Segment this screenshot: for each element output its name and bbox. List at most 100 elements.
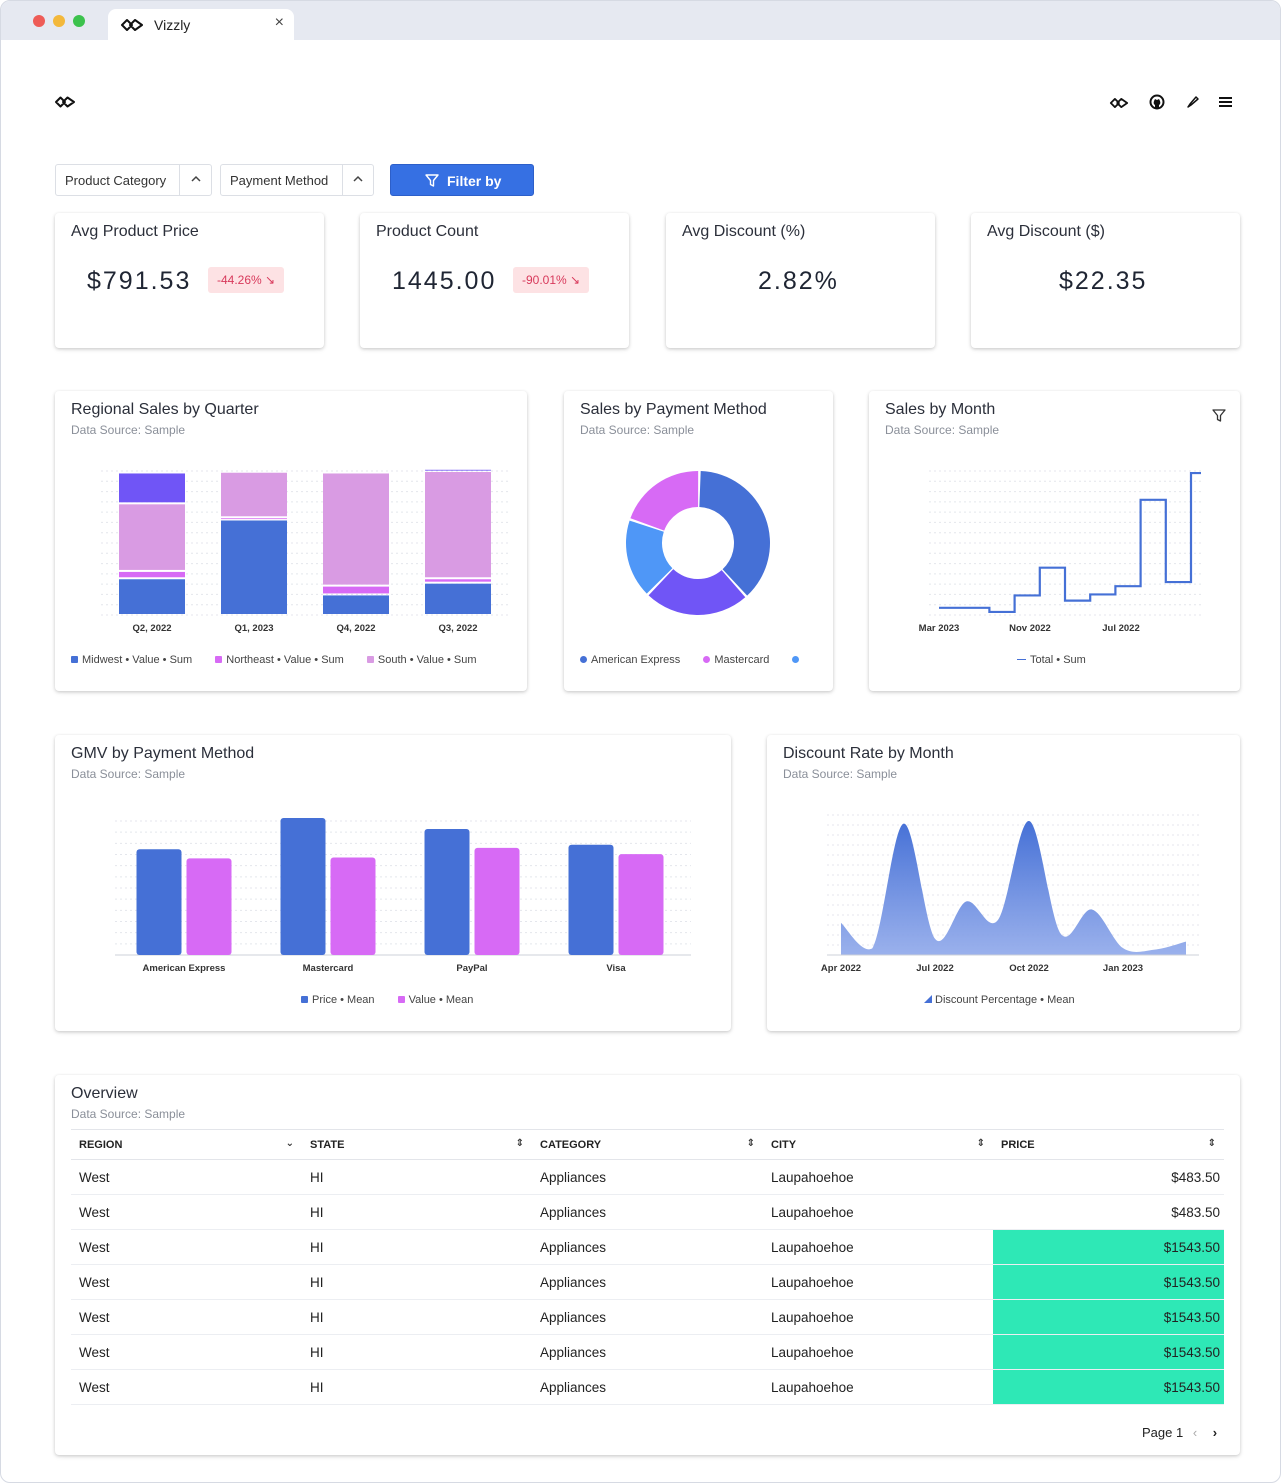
table-cell: HI bbox=[302, 1159, 532, 1195]
legend-item[interactable] bbox=[792, 654, 803, 666]
x-tick-label: Oct 2022 bbox=[1009, 963, 1049, 974]
table-cell: West bbox=[71, 1369, 302, 1405]
menu-icon[interactable] bbox=[1218, 96, 1233, 108]
product-category-label: Product Category bbox=[65, 173, 167, 188]
legend-item[interactable]: Value • Mean bbox=[397, 994, 473, 1006]
x-tick-label: Mar 2023 bbox=[919, 623, 960, 634]
donut-slice bbox=[626, 520, 673, 594]
table-cell: Laupahoehoe bbox=[763, 1229, 993, 1265]
close-tab-icon[interactable]: × bbox=[274, 14, 284, 31]
table-row[interactable]: West HI Appliances Laupahoehoe $483.50 bbox=[71, 1194, 1224, 1230]
table-row[interactable]: West HI Appliances Laupahoehoe $483.50 bbox=[71, 1159, 1224, 1195]
sort-icon[interactable]: ⇕ bbox=[746, 1138, 755, 1149]
close-window-dot[interactable] bbox=[33, 15, 45, 27]
sort-icon[interactable]: ⇕ bbox=[1207, 1138, 1216, 1149]
table-cell: West bbox=[71, 1194, 302, 1230]
legend-item[interactable]: Northeast • Value • Sum bbox=[215, 654, 344, 666]
bar bbox=[474, 847, 520, 955]
payment-method-select[interactable]: Payment Method bbox=[220, 164, 374, 196]
chevron-left-icon[interactable]: ‹ bbox=[1192, 1425, 1198, 1440]
chart-title: Discount Rate by Month bbox=[783, 745, 954, 762]
kpi-value: 2.82% bbox=[758, 267, 839, 295]
vizzly-logo-icon[interactable] bbox=[54, 94, 76, 110]
legend-item[interactable]: Mastercard bbox=[703, 654, 769, 666]
column-label: CITY bbox=[771, 1138, 797, 1151]
legend-item[interactable]: South • Value • Sum bbox=[366, 654, 477, 666]
chart-legend: Midwest • Value • Sum Northeast • Value … bbox=[71, 654, 477, 666]
overview-table: REGION ⌄ STATE ⇕ CATEGORY ⇕ CITY ⇕ PRICE ⇕ We… bbox=[71, 1129, 1224, 1405]
discount-rate-card: Discount Rate by Month Data Source: Samp… bbox=[767, 735, 1240, 1031]
chevron-down-icon[interactable]: ⌄ bbox=[285, 1138, 294, 1149]
table-cell: Appliances bbox=[532, 1264, 763, 1300]
bar-segment bbox=[323, 586, 389, 594]
minimize-window-dot[interactable] bbox=[53, 15, 65, 27]
legend-item[interactable]: Price • Mean bbox=[301, 994, 375, 1006]
maximize-window-dot[interactable] bbox=[73, 15, 85, 27]
x-tick-label: Nov 2022 bbox=[1009, 623, 1051, 634]
table-row[interactable]: West HI Appliances Laupahoehoe $1543.50 bbox=[71, 1369, 1224, 1405]
column-header-price[interactable]: PRICE ⇕ bbox=[993, 1129, 1224, 1160]
kpi-value: 1445.00 bbox=[392, 267, 497, 295]
chart-legend: American Express Mastercard bbox=[580, 654, 818, 666]
column-header-region[interactable]: REGION ⌄ bbox=[71, 1129, 302, 1160]
column-header-category[interactable]: CATEGORY ⇕ bbox=[532, 1129, 763, 1160]
filter-icon[interactable] bbox=[1212, 409, 1226, 422]
legend-item[interactable]: American Express bbox=[580, 654, 680, 666]
bar-segment bbox=[221, 520, 287, 614]
table-cell: HI bbox=[302, 1334, 532, 1370]
github-icon[interactable] bbox=[1149, 94, 1165, 110]
bar-segment bbox=[221, 518, 287, 520]
table-row[interactable]: West HI Appliances Laupahoehoe $1543.50 bbox=[71, 1264, 1224, 1300]
chevron-up-icon[interactable] bbox=[191, 175, 201, 183]
table-header-row: REGION ⌄ STATE ⇕ CATEGORY ⇕ CITY ⇕ PRICE ⇕ bbox=[71, 1129, 1224, 1160]
x-tick-label: Jul 2022 bbox=[1102, 623, 1140, 634]
table-cell: $1543.50 bbox=[993, 1334, 1224, 1370]
donut-slice bbox=[630, 471, 699, 531]
x-tick-label: American Express bbox=[143, 963, 226, 974]
table-row[interactable]: West HI Appliances Laupahoehoe $1543.50 bbox=[71, 1229, 1224, 1265]
gmv-chart: American Express Mastercard PayPal Visa bbox=[115, 818, 691, 974]
bar-segment bbox=[425, 469, 491, 471]
legend-item[interactable]: Discount Percentage • Mean bbox=[924, 994, 1075, 1006]
chart-subtitle: Data Source: Sample bbox=[71, 767, 186, 781]
payment-method-card: Sales by Payment Method Data Source: Sam… bbox=[564, 391, 833, 691]
legend-label: American Express bbox=[591, 654, 681, 666]
bar bbox=[186, 858, 232, 955]
table-cell: Appliances bbox=[532, 1194, 763, 1230]
chart-legend: Total • Sum bbox=[1017, 654, 1086, 666]
kpi-card-avg-discount-pct: Avg Discount (%) 2.82% bbox=[666, 213, 935, 348]
chevron-right-icon[interactable]: › bbox=[1212, 1425, 1218, 1440]
table-cell: West bbox=[71, 1229, 302, 1265]
sort-icon[interactable]: ⇕ bbox=[515, 1138, 524, 1149]
kpi-delta-value: -44.26% bbox=[217, 273, 262, 287]
chart-subtitle: Data Source: Sample bbox=[885, 423, 1000, 437]
kpi-title: Avg Discount (%) bbox=[682, 223, 806, 240]
regional-sales-chart: Q2, 2022 Q1, 2023 Q4, 2022 Q3, 2022 bbox=[101, 469, 509, 634]
vizzly-tab-icon bbox=[121, 19, 143, 31]
table-cell: Laupahoehoe bbox=[763, 1159, 993, 1195]
x-tick-label: Q1, 2023 bbox=[234, 623, 273, 634]
table-cell: Laupahoehoe bbox=[763, 1264, 993, 1300]
sort-icon[interactable]: ⇕ bbox=[976, 1138, 985, 1149]
table-cell: HI bbox=[302, 1194, 532, 1230]
column-header-city[interactable]: CITY ⇕ bbox=[763, 1129, 993, 1160]
table-row[interactable]: West HI Appliances Laupahoehoe $1543.50 bbox=[71, 1299, 1224, 1335]
legend-label: Midwest • Value • Sum bbox=[82, 654, 193, 666]
product-category-select[interactable]: Product Category bbox=[55, 164, 212, 196]
legend-item[interactable]: Total • Sum bbox=[1017, 654, 1086, 666]
table-cell: West bbox=[71, 1159, 302, 1195]
discount-rate-chart: Apr 2022 Jul 2022 Oct 2022 Jan 2023 bbox=[821, 814, 1199, 974]
table-row[interactable]: West HI Appliances Laupahoehoe $1543.50 bbox=[71, 1334, 1224, 1370]
brush-icon[interactable] bbox=[1185, 94, 1201, 110]
x-tick-label: Mastercard bbox=[303, 963, 354, 974]
legend-label: Northeast • Value • Sum bbox=[226, 654, 344, 666]
vizzly-nav-icon[interactable] bbox=[1109, 95, 1129, 111]
chevron-up-icon[interactable] bbox=[353, 175, 363, 183]
legend-label: South • Value • Sum bbox=[377, 654, 477, 666]
legend-item[interactable]: Midwest • Value • Sum bbox=[71, 654, 192, 666]
column-header-state[interactable]: STATE ⇕ bbox=[302, 1129, 532, 1160]
legend-label: Discount Percentage • Mean bbox=[935, 994, 1075, 1006]
browser-tab[interactable]: Vizzly × bbox=[108, 9, 294, 40]
filter-by-button[interactable]: Filter by bbox=[390, 164, 534, 196]
bar-segment bbox=[425, 472, 491, 578]
